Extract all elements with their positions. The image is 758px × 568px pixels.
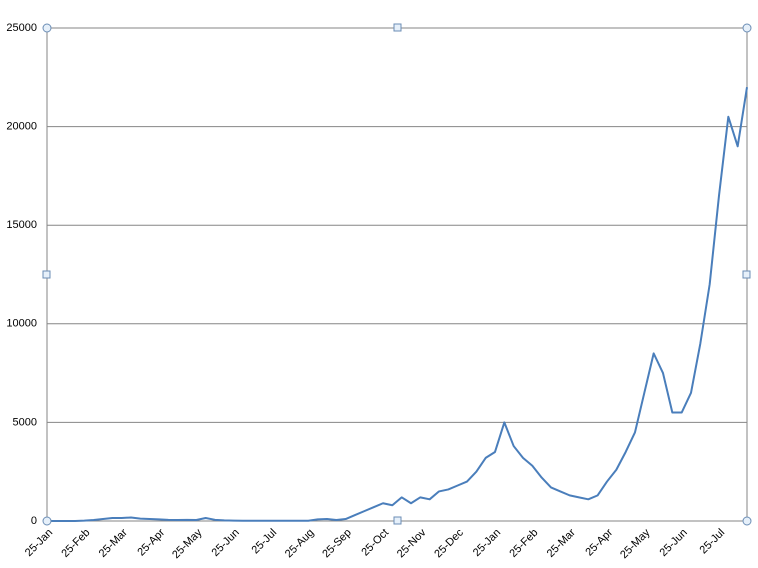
x-tick-label: 25-Oct (359, 527, 391, 559)
x-tick-label: 25-Jan (23, 527, 55, 559)
y-tick-label: 0 (31, 515, 37, 527)
plot-frame (46, 27, 748, 522)
x-tick-label: 25-May (170, 526, 205, 561)
x-tick-label: 25-Jan (471, 527, 503, 559)
y-tick-label: 10000 (6, 318, 37, 330)
handle (742, 270, 751, 279)
x-tick-label: 25-Mar (97, 526, 130, 559)
x-tick-label: 25-Aug (283, 527, 317, 561)
x-tick-label: 25-Sep (320, 527, 354, 561)
handle (742, 516, 752, 526)
x-tick-label: 25-Nov (395, 526, 429, 560)
y-tick-label: 5000 (13, 416, 37, 428)
handle (393, 23, 402, 32)
x-tick-label: 25-Apr (583, 526, 615, 558)
selection-handles (42, 23, 752, 526)
handle (393, 516, 402, 525)
y-tick-label: 15000 (6, 219, 37, 231)
x-tick-label: 25-Dec (432, 526, 466, 560)
x-tick-label: 25-Feb (507, 527, 540, 560)
x-tick-label: 25-Apr (135, 526, 167, 558)
handle (42, 516, 52, 526)
y-tick-label: 25000 (6, 22, 37, 34)
handle (742, 23, 752, 33)
x-tick-label: 25-Jun (210, 527, 242, 559)
y-tick-label: 20000 (6, 121, 37, 133)
handle (42, 23, 52, 33)
x-tick-label: 25-Jul (697, 527, 727, 557)
x-tick-label: 25-Feb (59, 527, 92, 560)
x-tick-label: 25-Mar (545, 526, 578, 559)
plot-area (47, 27, 748, 522)
x-tick-label: 25-May (618, 526, 653, 561)
x-tick-label: 25-Jul (249, 527, 279, 557)
handle (42, 270, 51, 279)
data-line (47, 87, 748, 522)
x-tick-label: 25-Jun (658, 527, 690, 559)
